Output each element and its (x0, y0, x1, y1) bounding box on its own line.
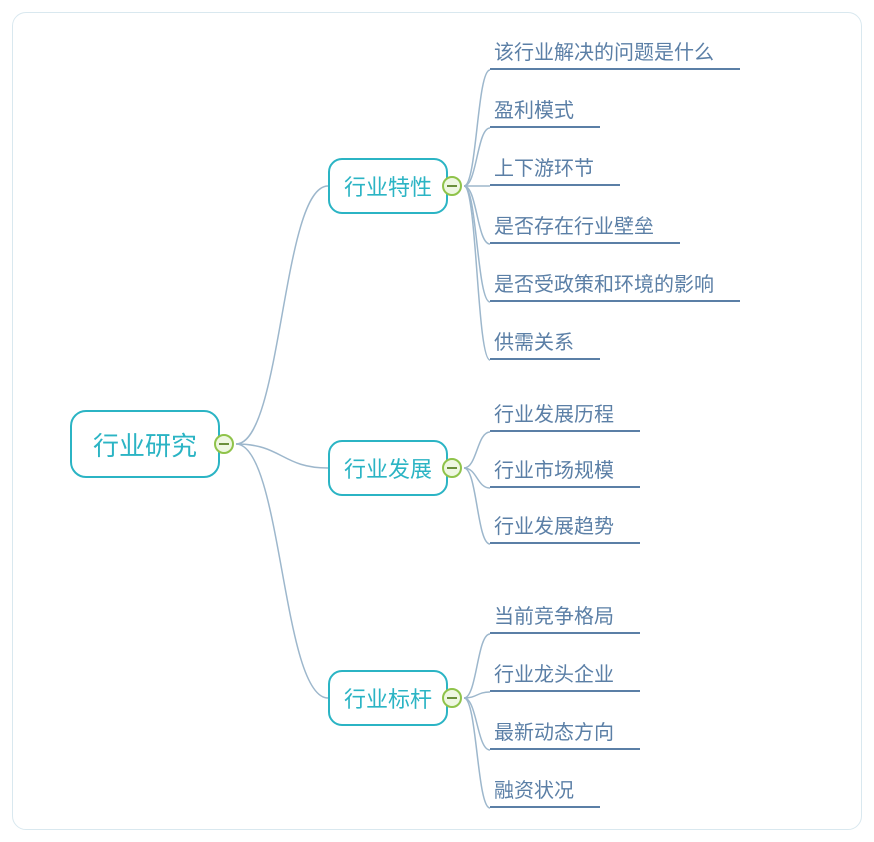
leaf-node-l3[interactable]: 上下游环节 (490, 152, 620, 186)
branch-node-b3[interactable]: 行业标杆 (328, 670, 448, 726)
root-collapse-toggle[interactable] (214, 434, 234, 454)
leaf-node-l12[interactable]: 最新动态方向 (490, 716, 640, 750)
root-node[interactable]: 行业研究 (70, 410, 220, 478)
minus-icon (447, 697, 457, 699)
branch-collapse-toggle-b2[interactable] (442, 458, 462, 478)
leaf-node-l8[interactable]: 行业市场规模 (490, 454, 640, 488)
leaf-node-l11[interactable]: 行业龙头企业 (490, 658, 640, 692)
branch-collapse-toggle-b1[interactable] (442, 176, 462, 196)
leaf-node-l1[interactable]: 该行业解决的问题是什么 (490, 36, 740, 70)
leaf-node-l9[interactable]: 行业发展趋势 (490, 510, 640, 544)
branch-node-b1[interactable]: 行业特性 (328, 158, 448, 214)
leaf-node-l13[interactable]: 融资状况 (490, 774, 600, 808)
leaf-node-l6[interactable]: 供需关系 (490, 326, 600, 360)
branch-collapse-toggle-b3[interactable] (442, 688, 462, 708)
leaf-node-l7[interactable]: 行业发展历程 (490, 398, 640, 432)
leaf-node-l10[interactable]: 当前竞争格局 (490, 600, 640, 634)
minus-icon (447, 185, 457, 187)
leaf-node-l5[interactable]: 是否受政策和环境的影响 (490, 268, 740, 302)
leaf-node-l4[interactable]: 是否存在行业壁垒 (490, 210, 680, 244)
branch-node-b2[interactable]: 行业发展 (328, 440, 448, 496)
leaf-node-l2[interactable]: 盈利模式 (490, 94, 600, 128)
minus-icon (447, 467, 457, 469)
minus-icon (219, 443, 229, 445)
